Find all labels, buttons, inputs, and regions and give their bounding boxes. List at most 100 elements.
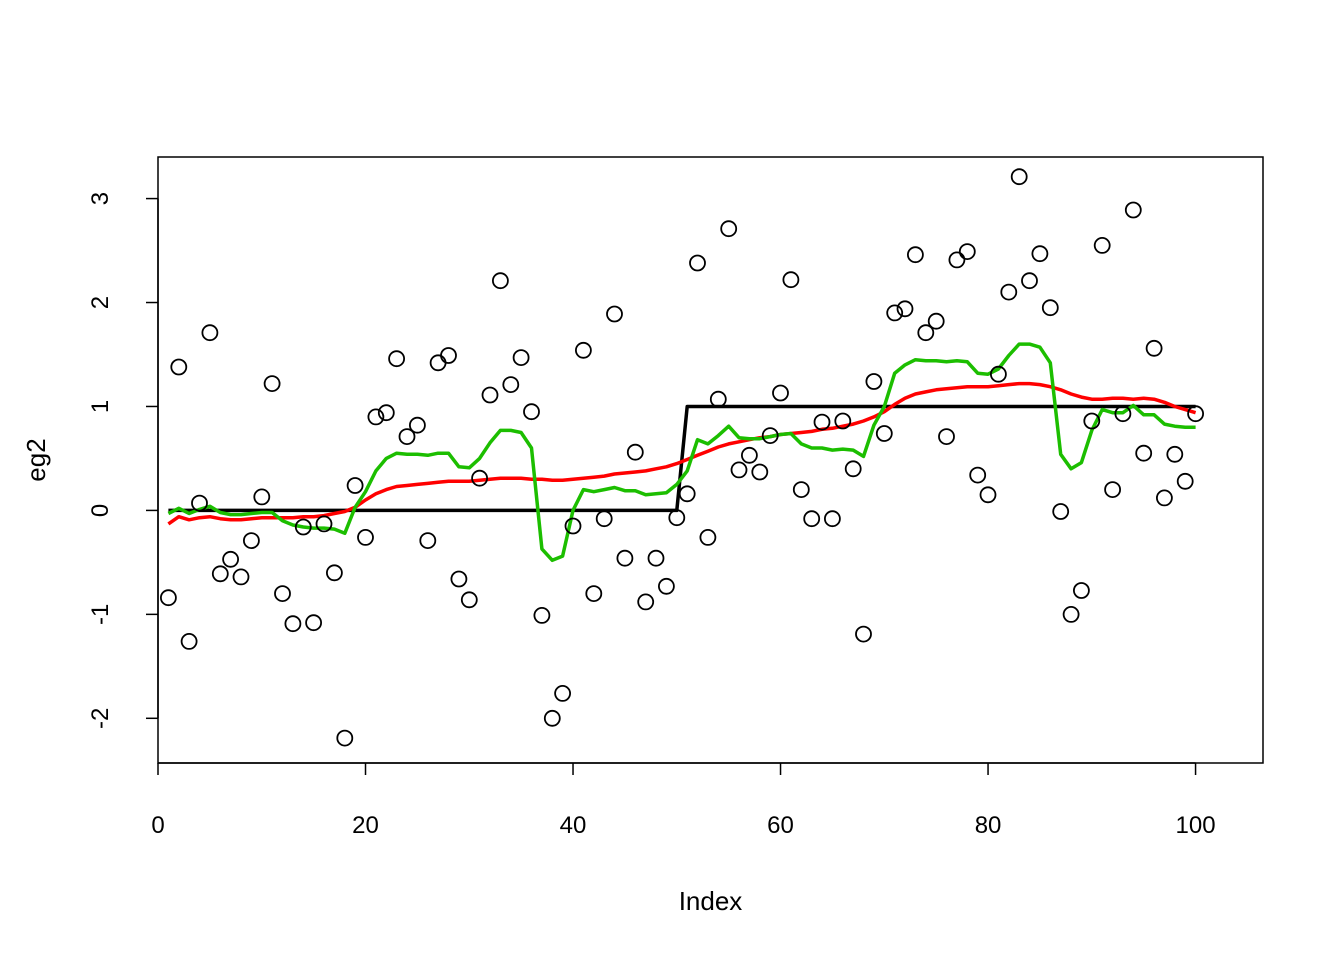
smooth-line-red [167, 381, 1197, 526]
data-point [979, 486, 997, 504]
data-point [606, 305, 623, 323]
data-point [564, 517, 582, 535]
data-point [616, 549, 634, 567]
data-point [927, 312, 945, 330]
data-point [440, 347, 457, 364]
data-point [471, 469, 489, 487]
series-layer [167, 342, 1197, 563]
data-point [170, 358, 188, 376]
data-point [792, 481, 810, 499]
data-point [1031, 245, 1049, 263]
y-tick-label: 2 [87, 296, 114, 309]
data-point [325, 564, 343, 582]
data-point [875, 425, 893, 442]
y-tick-label: 0 [87, 504, 114, 517]
data-point [958, 243, 976, 261]
data-point [419, 532, 437, 549]
data-point [1052, 503, 1070, 520]
data-point [305, 614, 323, 632]
data-point [543, 709, 561, 727]
data-point [855, 625, 872, 643]
data-point [222, 550, 240, 568]
data-point [1104, 481, 1121, 499]
data-point [907, 246, 924, 264]
data-point [357, 529, 374, 546]
data-point [284, 615, 302, 633]
data-point [159, 589, 177, 607]
data-point [1166, 445, 1184, 463]
data-point [1156, 489, 1173, 507]
data-point [689, 254, 706, 272]
data-point [865, 373, 883, 390]
data-point [834, 412, 852, 430]
data-point [398, 428, 416, 446]
data-point [523, 403, 540, 421]
data-point [782, 271, 800, 289]
data-point [917, 324, 935, 342]
data-point [741, 446, 758, 464]
data-point [668, 509, 686, 527]
y-tick-label: -1 [87, 604, 114, 625]
data-point [969, 466, 987, 484]
data-point [658, 577, 675, 595]
data-point [626, 443, 644, 461]
data-point [1187, 405, 1204, 423]
data-point [1093, 236, 1111, 254]
data-point [678, 485, 696, 503]
data-point [294, 518, 312, 536]
data-point [253, 488, 271, 506]
data-point [1176, 472, 1194, 490]
data-point [315, 515, 333, 533]
y-tick-label: 3 [87, 192, 114, 205]
data-point [772, 384, 789, 402]
x-axis: 0 20 40 60 80 100 [151, 762, 1216, 839]
data-point [585, 585, 603, 602]
data-point [554, 685, 571, 702]
data-point [388, 350, 406, 368]
data-point [709, 390, 727, 408]
data-point [730, 461, 748, 479]
data-point [1021, 272, 1038, 290]
data-point [533, 607, 551, 624]
step-line [168, 404, 1196, 513]
data-point [460, 591, 478, 609]
data-point [211, 565, 229, 583]
data-point [813, 413, 831, 431]
data-point [720, 220, 738, 238]
data-point [491, 272, 509, 290]
data-point [450, 570, 468, 588]
plot-frame [157, 156, 1264, 764]
data-point [844, 460, 862, 478]
points-layer [159, 168, 1204, 747]
data-point [1041, 299, 1059, 317]
data-point [948, 251, 966, 269]
data-point [595, 510, 613, 528]
data-point [367, 408, 385, 426]
x-tick-label: 40 [560, 812, 587, 839]
x-tick-label: 60 [767, 812, 794, 839]
y-axis-title: eg2 [21, 438, 51, 481]
data-point [1073, 582, 1090, 599]
data-point [699, 529, 717, 546]
data-point [232, 568, 250, 586]
data-point [1124, 201, 1142, 219]
data-point [751, 463, 769, 481]
x-tick-label: 80 [975, 812, 1002, 839]
data-point [512, 349, 530, 367]
smooth-line-green [167, 342, 1196, 563]
data-point [938, 428, 955, 446]
y-tick-label: -2 [87, 708, 114, 729]
data-point [263, 375, 281, 393]
data-point [377, 404, 395, 422]
data-point [191, 494, 208, 512]
data-point [346, 477, 364, 494]
data-point [336, 729, 354, 747]
data-point [1062, 606, 1080, 623]
data-point [824, 510, 841, 528]
x-tick-label: 20 [352, 812, 379, 839]
x-axis-title: Index [679, 886, 743, 916]
data-point [481, 386, 499, 404]
data-point [180, 633, 198, 650]
data-point [637, 593, 655, 611]
